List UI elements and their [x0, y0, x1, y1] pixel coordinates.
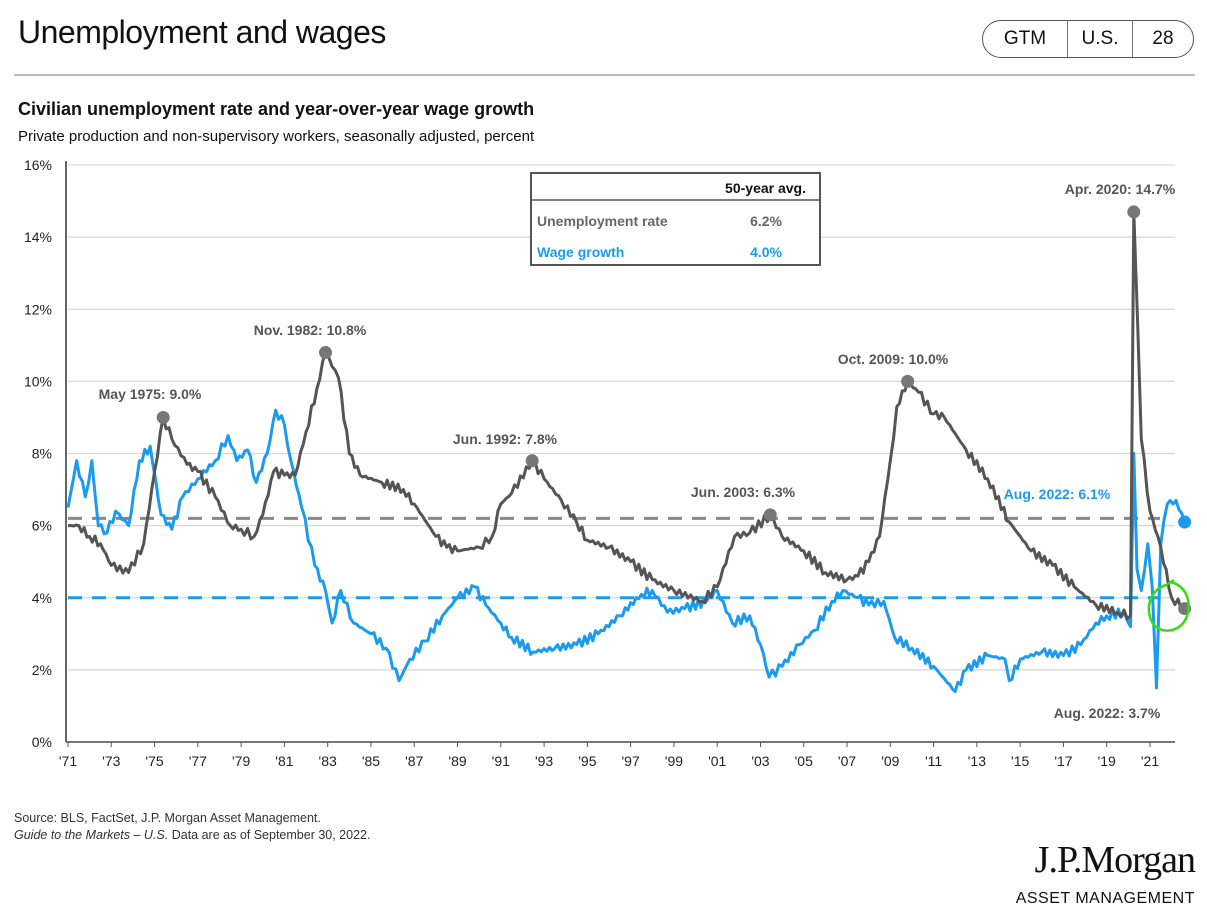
y-tick-label: 8% — [32, 446, 52, 462]
x-tick-label: '81 — [275, 753, 293, 769]
annotation-marker — [901, 374, 915, 388]
legend-frame — [530, 172, 821, 266]
x-tick-label: '97 — [622, 753, 640, 769]
highlight-circle — [1147, 578, 1190, 632]
badge-gtm: GTM — [1003, 28, 1047, 49]
x-tick-label: '91 — [492, 753, 510, 769]
x-tick-label: '01 — [708, 753, 726, 769]
x-tick-label: '99 — [665, 753, 683, 769]
y-tick-label: 4% — [32, 590, 52, 606]
legend-table: 50-year avg. Unemployment rate 6.2% Wage gr… — [530, 172, 821, 266]
annotation-label: Oct. 2009: 10.0% — [838, 351, 949, 367]
source-note: Source: BLS, FactSet, J.P. Morgan Asset … — [14, 810, 370, 844]
x-tick-label: '17 — [1054, 753, 1072, 769]
x-tick-label: '89 — [448, 753, 466, 769]
y-tick-label: 10% — [24, 373, 52, 389]
legend-header: 50-year avg. — [725, 180, 806, 196]
legend-value: 4.0% — [750, 244, 782, 260]
page-badge: GTM U.S. 28 — [982, 20, 1194, 58]
page-title: Unemployment and wages — [18, 14, 386, 50]
annotation-marker — [1127, 205, 1141, 219]
legend-label: Wage growth — [537, 244, 624, 260]
y-tick-label: 16% — [24, 157, 52, 173]
y-tick-label: 2% — [32, 662, 52, 678]
x-tick-label: '71 — [59, 753, 77, 769]
x-tick-label: '73 — [102, 753, 120, 769]
x-tick-label: '19 — [1098, 753, 1116, 769]
x-tick-label: '03 — [751, 753, 769, 769]
y-tick-label: 14% — [24, 229, 52, 245]
x-tick-label: '75 — [145, 753, 163, 769]
annotation-marker — [525, 454, 539, 468]
x-tick-label: '05 — [795, 753, 813, 769]
badge-region: U.S. — [1067, 21, 1132, 57]
x-tick-label: '93 — [535, 753, 553, 769]
legend-value: 6.2% — [750, 213, 782, 229]
logo-main: J.P.Morgan — [1034, 839, 1196, 881]
x-tick-label: '13 — [968, 753, 986, 769]
data-date: Data are as of September 30, 2022. — [168, 828, 371, 842]
x-tick-label: '83 — [319, 753, 337, 769]
annotation-label: Apr. 2020: 14.7% — [1065, 181, 1176, 197]
x-tick-label: '09 — [881, 753, 899, 769]
x-tick-label: '79 — [232, 753, 250, 769]
jpmorgan-logo: J.P.Morgan ASSET MANAGEMENT — [1015, 838, 1196, 908]
x-tick-label: '95 — [578, 753, 596, 769]
annotation-label: Aug. 2022: 3.7% — [1054, 705, 1161, 721]
x-tick-label: '85 — [362, 753, 380, 769]
badge-page-number: 28 — [1132, 21, 1193, 57]
guide-text: Guide to the Markets – U.S. Data are as … — [14, 827, 370, 844]
guide-title: Guide to the Markets – U.S. — [14, 828, 169, 842]
x-tick-label: '77 — [189, 753, 207, 769]
annotation-marker — [1178, 515, 1192, 529]
y-tick-label: 0% — [32, 734, 52, 750]
annotation-label: Jun. 2003: 6.3% — [691, 484, 796, 500]
annotation-marker — [763, 508, 777, 522]
annotation-label: Jun. 1992: 7.8% — [453, 431, 558, 447]
annotation-marker — [319, 346, 333, 360]
header-divider — [14, 74, 1195, 76]
y-tick-label: 12% — [24, 301, 52, 317]
annotation-label: May 1975: 9.0% — [99, 386, 202, 402]
source-text: Source: BLS, FactSet, J.P. Morgan Asset … — [14, 811, 321, 825]
x-tick-label: '11 — [925, 753, 942, 769]
wage-growth-line — [66, 408, 1187, 693]
y-tick-label: 6% — [32, 518, 52, 534]
annotation-label: Nov. 1982: 10.8% — [254, 322, 367, 338]
x-tick-label: '15 — [1011, 753, 1029, 769]
unemployment-line — [67, 210, 1186, 621]
x-tick-label: '21 — [1141, 753, 1159, 769]
legend-label: Unemployment rate — [537, 213, 668, 229]
x-tick-label: '07 — [838, 753, 856, 769]
annotation-label: Aug. 2022: 6.1% — [1004, 486, 1111, 502]
chart-subtitle: Private production and non-supervisory w… — [18, 128, 535, 145]
chart-title: Civilian unemployment rate and year-over… — [18, 99, 535, 119]
logo-sub: ASSET MANAGEMENT — [1015, 890, 1195, 907]
annotation-marker — [156, 410, 170, 424]
x-tick-label: '87 — [405, 753, 423, 769]
